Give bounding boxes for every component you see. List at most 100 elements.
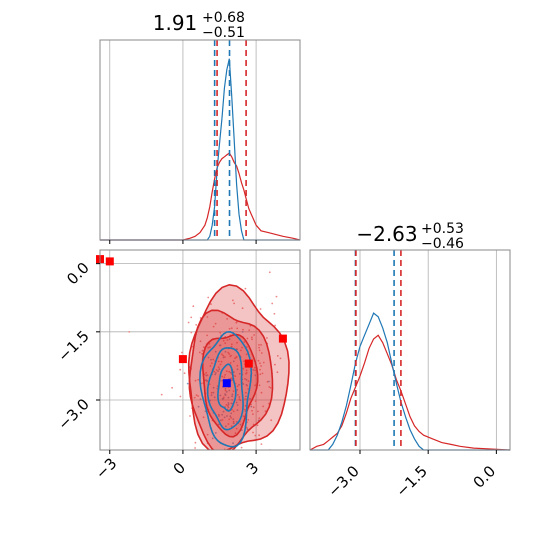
sample-point — [160, 393, 163, 396]
sample-point — [223, 376, 226, 379]
sample-point — [260, 344, 262, 346]
title-param2-minus: −0.46 — [421, 236, 464, 252]
sample-point — [128, 331, 131, 333]
sample-point — [246, 346, 248, 348]
sample-point — [207, 296, 210, 299]
sample-point — [222, 356, 225, 359]
sample-point — [201, 349, 204, 352]
histogram-blue-series — [100, 58, 300, 241]
sample-point — [230, 379, 233, 382]
sample-point — [209, 346, 211, 349]
sample-point — [258, 384, 261, 387]
sample-point — [254, 400, 257, 403]
sample-point — [219, 331, 222, 334]
sample-point — [202, 346, 205, 348]
sample-point — [252, 413, 254, 415]
x-tick-label-param1: −3 — [92, 454, 120, 482]
sample-point — [226, 339, 229, 341]
sample-point — [251, 338, 253, 341]
sample-point — [242, 415, 245, 418]
sample-point — [235, 401, 238, 404]
sample-point — [236, 348, 239, 351]
sample-point — [197, 378, 200, 381]
sample-point — [195, 394, 198, 396]
sample-point — [222, 354, 225, 357]
sample-point — [209, 399, 212, 402]
title-param1-value: 1.91 — [153, 11, 198, 35]
sample-point — [276, 371, 279, 374]
sample-point — [254, 369, 256, 372]
sample-point — [244, 404, 247, 407]
sample-point — [251, 336, 253, 339]
sample-point — [221, 413, 224, 416]
marginal-histogram-param2 — [309, 249, 511, 451]
sample-point — [240, 349, 242, 352]
sample-point — [190, 316, 193, 319]
sample-point — [235, 427, 238, 430]
sample-point — [258, 417, 261, 420]
sample-point — [249, 398, 252, 400]
x-tick-label-param1: 0 — [170, 459, 189, 478]
sample-point — [199, 340, 202, 343]
sample-point — [230, 343, 233, 346]
sample-point — [224, 374, 227, 376]
sample-point — [214, 350, 217, 353]
sample-point — [239, 399, 242, 402]
sample-point — [228, 353, 231, 355]
joint-contour-panel — [96, 249, 301, 451]
sample-point — [232, 420, 235, 423]
title-param2: −2.63 +0.53 −0.46 — [356, 221, 464, 252]
histogram-red-series — [100, 152, 301, 241]
sample-point — [259, 308, 262, 310]
title-param1-minus: −0.51 — [202, 25, 245, 41]
sample-point — [228, 338, 231, 341]
sample-point — [206, 334, 209, 337]
sample-point — [226, 318, 229, 320]
sample-point — [214, 373, 217, 376]
sample-point — [210, 391, 213, 394]
x-tick-label-param2: −1.5 — [393, 462, 431, 500]
sample-point — [225, 370, 228, 373]
sample-point — [212, 386, 215, 389]
x-tick-label-param2: −3.0 — [324, 462, 362, 500]
sample-point — [210, 358, 212, 361]
sample-point — [254, 434, 257, 437]
sample-point — [230, 425, 233, 428]
sample-point — [202, 416, 205, 419]
sample-point — [224, 342, 227, 345]
sample-point — [233, 302, 236, 305]
sample-point — [261, 372, 264, 375]
sample-point — [206, 433, 209, 436]
sample-point — [232, 390, 235, 392]
sample-point — [266, 337, 268, 339]
sample-point — [218, 413, 220, 416]
sample-point — [245, 353, 248, 356]
sample-point — [217, 423, 220, 426]
sample-point — [224, 389, 227, 392]
sample-point — [231, 395, 234, 398]
sample-point — [224, 350, 227, 353]
sample-point — [205, 379, 208, 382]
sample-point — [203, 373, 206, 376]
sample-point — [242, 367, 245, 370]
sample-point — [233, 371, 235, 373]
sample-point — [238, 396, 241, 398]
sample-point — [258, 349, 261, 352]
sample-point — [221, 353, 224, 356]
sample-point — [214, 432, 217, 434]
sample-point — [225, 404, 228, 406]
sample-point — [198, 351, 201, 354]
sample-point — [236, 385, 239, 388]
sample-point — [210, 303, 212, 305]
sample-point — [229, 362, 232, 364]
sample-point — [221, 419, 224, 421]
sample-point — [227, 423, 230, 425]
sample-point — [219, 363, 222, 366]
sample-point — [192, 305, 195, 308]
sample-point — [254, 366, 256, 369]
sample-point — [227, 351, 230, 354]
sample-point — [197, 395, 200, 397]
sample-point — [224, 388, 227, 390]
sample-point — [258, 434, 260, 437]
